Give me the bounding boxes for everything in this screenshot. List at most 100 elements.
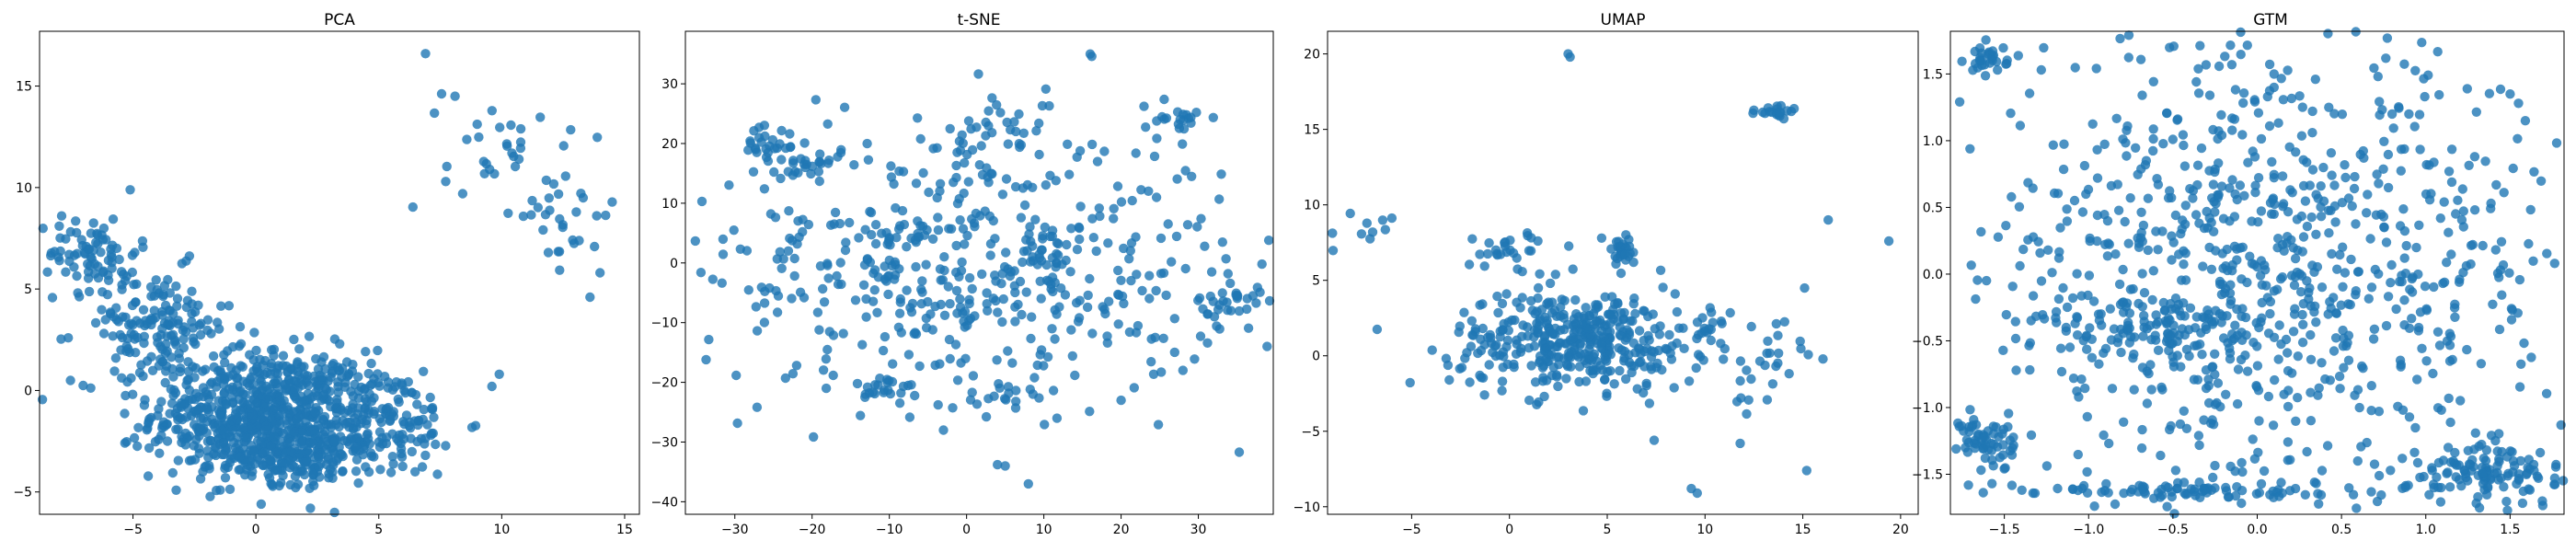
scatter-point: [849, 160, 859, 170]
scatter-point: [2283, 401, 2294, 412]
scatter-point: [1052, 413, 1063, 423]
scatter-point: [2025, 364, 2035, 375]
scatter-point: [751, 302, 761, 312]
scatter-point: [1042, 351, 1053, 362]
scatter-point: [1581, 376, 1592, 386]
scatter-point: [196, 413, 206, 423]
scatter-point: [878, 345, 889, 356]
scatter-point: [775, 247, 785, 257]
scatter-point: [994, 379, 1004, 389]
scatter-point: [387, 385, 398, 395]
scatter-point: [125, 185, 135, 195]
scatter-point: [1698, 355, 1708, 365]
scatter-point: [377, 432, 387, 443]
scatter-point: [2317, 282, 2328, 293]
scatter-point: [770, 213, 781, 223]
scatter-point: [2444, 482, 2455, 492]
scatter-point: [2374, 269, 2384, 279]
scatter-point: [1047, 324, 1057, 334]
scatter-point: [2201, 60, 2212, 70]
scatter-point: [822, 344, 833, 355]
scatter-point: [1735, 356, 1746, 366]
scatter-point: [1535, 269, 1545, 279]
scatter-point: [363, 466, 374, 477]
scatter-point: [1144, 270, 1155, 281]
scatter-point: [2208, 179, 2219, 190]
scatter-point: [2349, 183, 2360, 194]
scatter-point: [2383, 292, 2394, 302]
scatter-point: [2311, 478, 2321, 489]
scatter-point: [1109, 213, 1119, 224]
scatter-point: [2432, 472, 2442, 482]
scatter-point: [1616, 345, 1627, 355]
scatter-point: [2130, 332, 2140, 342]
scatter-point: [2528, 256, 2538, 266]
scatter-point: [1561, 374, 1571, 384]
scatter-point: [526, 210, 536, 220]
scatter-point: [2467, 239, 2478, 250]
scatter-point: [430, 108, 440, 119]
scatter-point: [1014, 109, 1024, 120]
scatter-point: [1670, 289, 1681, 299]
scatter-point: [479, 168, 489, 178]
scatter-point: [506, 120, 516, 131]
scatter-point: [2123, 238, 2133, 248]
scatter-point: [2372, 169, 2382, 179]
scatter-point: [821, 383, 832, 394]
scatter-point: [2318, 162, 2329, 173]
scatter-point: [865, 206, 875, 217]
scatter-point: [2494, 324, 2505, 335]
scatter-point: [1264, 295, 1275, 306]
scatter-point: [2432, 47, 2443, 57]
scatter-point: [2362, 208, 2372, 218]
scatter-point: [2162, 501, 2172, 512]
x-tick-label: 10: [1036, 523, 1052, 537]
scatter-point: [247, 424, 257, 434]
scatter-point: [1196, 213, 1206, 224]
scatter-point: [1601, 320, 1611, 330]
scatter-point: [2295, 287, 2306, 297]
scatter-point: [806, 168, 816, 179]
scatter-point: [1036, 293, 1046, 304]
scatter-point: [2306, 212, 2317, 223]
scatter-point: [1202, 309, 1213, 319]
scatter-point: [1242, 293, 1252, 304]
scatter-point: [1405, 377, 1415, 388]
scatter-point: [2378, 164, 2388, 174]
scatter-point: [1149, 151, 1160, 162]
scatter-point: [936, 299, 946, 310]
scatter-point: [922, 224, 932, 236]
scatter-point: [2386, 109, 2398, 120]
scatter-point: [1010, 316, 1020, 327]
scatter-point: [120, 408, 130, 419]
scatter-point: [841, 237, 851, 247]
scatter-point: [595, 268, 605, 278]
scatter-point: [2447, 354, 2457, 365]
scatter-point: [1574, 362, 1585, 372]
scatter-point: [1624, 357, 1635, 368]
scatter-point: [120, 438, 130, 448]
scatter-point: [2399, 253, 2409, 263]
scatter-point: [717, 278, 727, 288]
scatter-point: [968, 371, 979, 381]
scatter-point: [1214, 324, 1225, 334]
scatter-point: [1493, 307, 1503, 318]
scatter-point: [2026, 430, 2037, 441]
scatter-point: [136, 360, 146, 370]
scatter-point: [401, 410, 412, 420]
scatter-point: [2509, 461, 2520, 471]
scatter-point: [187, 308, 197, 319]
scatter-point: [2401, 240, 2411, 251]
scatter-point: [983, 394, 994, 404]
scatter-point: [2230, 189, 2240, 200]
scatter-point: [759, 184, 770, 194]
scatter-point: [1980, 431, 1990, 442]
scatter-point: [515, 137, 526, 147]
scatter-point: [1234, 447, 1245, 457]
scatter-point: [2464, 459, 2475, 469]
scatter-point: [150, 437, 161, 447]
scatter-point: [985, 250, 995, 260]
scatter-point: [140, 395, 150, 405]
scatter-point: [2311, 317, 2321, 328]
scatter-point: [1533, 282, 1544, 293]
